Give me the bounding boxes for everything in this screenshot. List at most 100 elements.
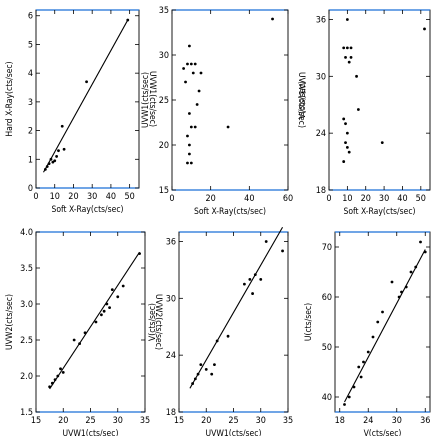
x-tick-label: 50 — [124, 192, 134, 202]
data-point — [108, 306, 111, 309]
plot-frame — [328, 9, 431, 191]
data-point — [344, 122, 347, 126]
y-tick-label: 60 — [322, 293, 332, 303]
data-point — [196, 372, 200, 376]
y-axis-label: UVW1(cts/sec) — [141, 72, 151, 128]
y-tick-label: 0 — [28, 184, 33, 194]
data-point — [188, 143, 191, 147]
chart-panel-4: 15 20 25 30 35 1.5 2.0 2.5 3.0 3.5 4.0 UVW1(cts/sec… — [5, 228, 163, 436]
y-axis-label: UVW2(cts/sec) — [5, 294, 15, 350]
y-tick-label: 2.5 — [20, 336, 33, 346]
x-tick-label: 20 — [58, 416, 68, 426]
data-point — [57, 149, 60, 153]
x-tick-label: 35 — [140, 416, 150, 426]
data-point — [342, 46, 346, 50]
data-point — [55, 155, 58, 158]
data-point — [352, 385, 356, 389]
x-tick-label: 25 — [228, 416, 238, 426]
y-axis-label: V(cts/sec) — [148, 303, 158, 341]
data-point — [188, 44, 191, 48]
data-point — [193, 125, 197, 129]
y-tick-label: 5 — [28, 40, 33, 50]
x-tick-label: 10 — [50, 192, 60, 202]
y-tick-label: 30 — [316, 72, 326, 82]
x-axis-label: Soft X-Ray(cts/sec) — [343, 207, 415, 217]
data-point — [213, 363, 216, 367]
y-tick-label: 3 — [28, 98, 33, 108]
chart-panel-6: 18 24 30 36 40 50 60 70 V(cts/sec) U(cts/sec) — [304, 231, 431, 436]
data-point — [344, 55, 347, 59]
data-point — [404, 285, 408, 289]
y-tick-label: 2.0 — [20, 372, 33, 382]
y-tick-label: 4.0 — [20, 228, 33, 238]
data-point — [366, 350, 370, 354]
mirrored-axis-label: UVW1(cts/sec) — [147, 71, 157, 127]
data-point — [409, 270, 413, 274]
data-point — [78, 342, 81, 345]
y-tick-label: 50 — [322, 343, 332, 353]
data-point — [357, 365, 361, 369]
data-point — [53, 159, 57, 163]
x-tick-label: 30 — [256, 416, 266, 426]
data-point — [204, 367, 208, 371]
data-point — [195, 103, 199, 106]
x-tick-label: 20 — [206, 194, 216, 204]
data-point — [49, 157, 53, 161]
fit-line — [189, 226, 284, 389]
data-point — [43, 167, 47, 171]
data-point — [47, 162, 51, 165]
data-point — [188, 112, 191, 115]
y-axis-label: V(cts/sec) — [298, 81, 308, 119]
x-tick-label: 18 — [335, 416, 345, 426]
data-point — [345, 18, 349, 21]
data-point — [215, 339, 219, 343]
x-axis-label: UVW1(cts/sec) — [206, 429, 262, 436]
y-tick-label: 4 — [28, 69, 33, 79]
data-point — [380, 141, 384, 145]
data-point — [61, 371, 65, 374]
data-point — [359, 375, 363, 379]
data-point — [191, 71, 195, 75]
plot-frame — [334, 231, 431, 413]
data-point — [243, 282, 246, 286]
x-tick-label: 15 — [174, 416, 184, 426]
data-point — [138, 252, 141, 256]
y-tick-label: 35 — [159, 6, 169, 16]
data-point — [199, 71, 203, 75]
data-point — [423, 27, 426, 31]
data-point — [182, 67, 186, 70]
data-point — [400, 290, 403, 294]
data-point — [271, 17, 274, 21]
data-point — [186, 62, 189, 66]
y-tick-label: 6 — [28, 12, 33, 22]
data-point — [253, 273, 257, 277]
data-point — [100, 313, 103, 317]
data-point — [226, 334, 230, 338]
data-point — [397, 295, 401, 299]
data-point — [344, 141, 347, 145]
y-tick-label: 24 — [166, 351, 176, 361]
chart-panel-5: 15 20 25 30 35 18 24 30 36 UVW1(cts/sec) V(cts/sec… — [148, 226, 293, 436]
mirrored-axis-label: UVW2(cts/sec) — [153, 294, 163, 350]
data-point — [423, 250, 427, 254]
y-tick-label: 3.0 — [20, 300, 33, 310]
data-point — [56, 374, 60, 378]
x-tick-label: 20 — [361, 194, 371, 204]
y-tick-label: 18 — [166, 408, 176, 418]
data-point — [414, 265, 418, 269]
x-tick-label: 0 — [33, 192, 38, 202]
data-point — [349, 55, 353, 59]
data-point — [188, 152, 191, 156]
data-point — [342, 160, 346, 163]
y-tick-label: 1 — [28, 155, 33, 165]
x-tick-label: 50 — [416, 194, 426, 204]
data-point — [347, 60, 351, 64]
data-point — [94, 320, 98, 324]
plot-frame — [35, 9, 140, 189]
data-point — [390, 280, 394, 284]
data-point — [264, 240, 268, 243]
data-point — [59, 367, 62, 371]
data-point — [126, 18, 130, 22]
y-tick-label: 20 — [159, 141, 169, 151]
data-point — [371, 335, 375, 339]
